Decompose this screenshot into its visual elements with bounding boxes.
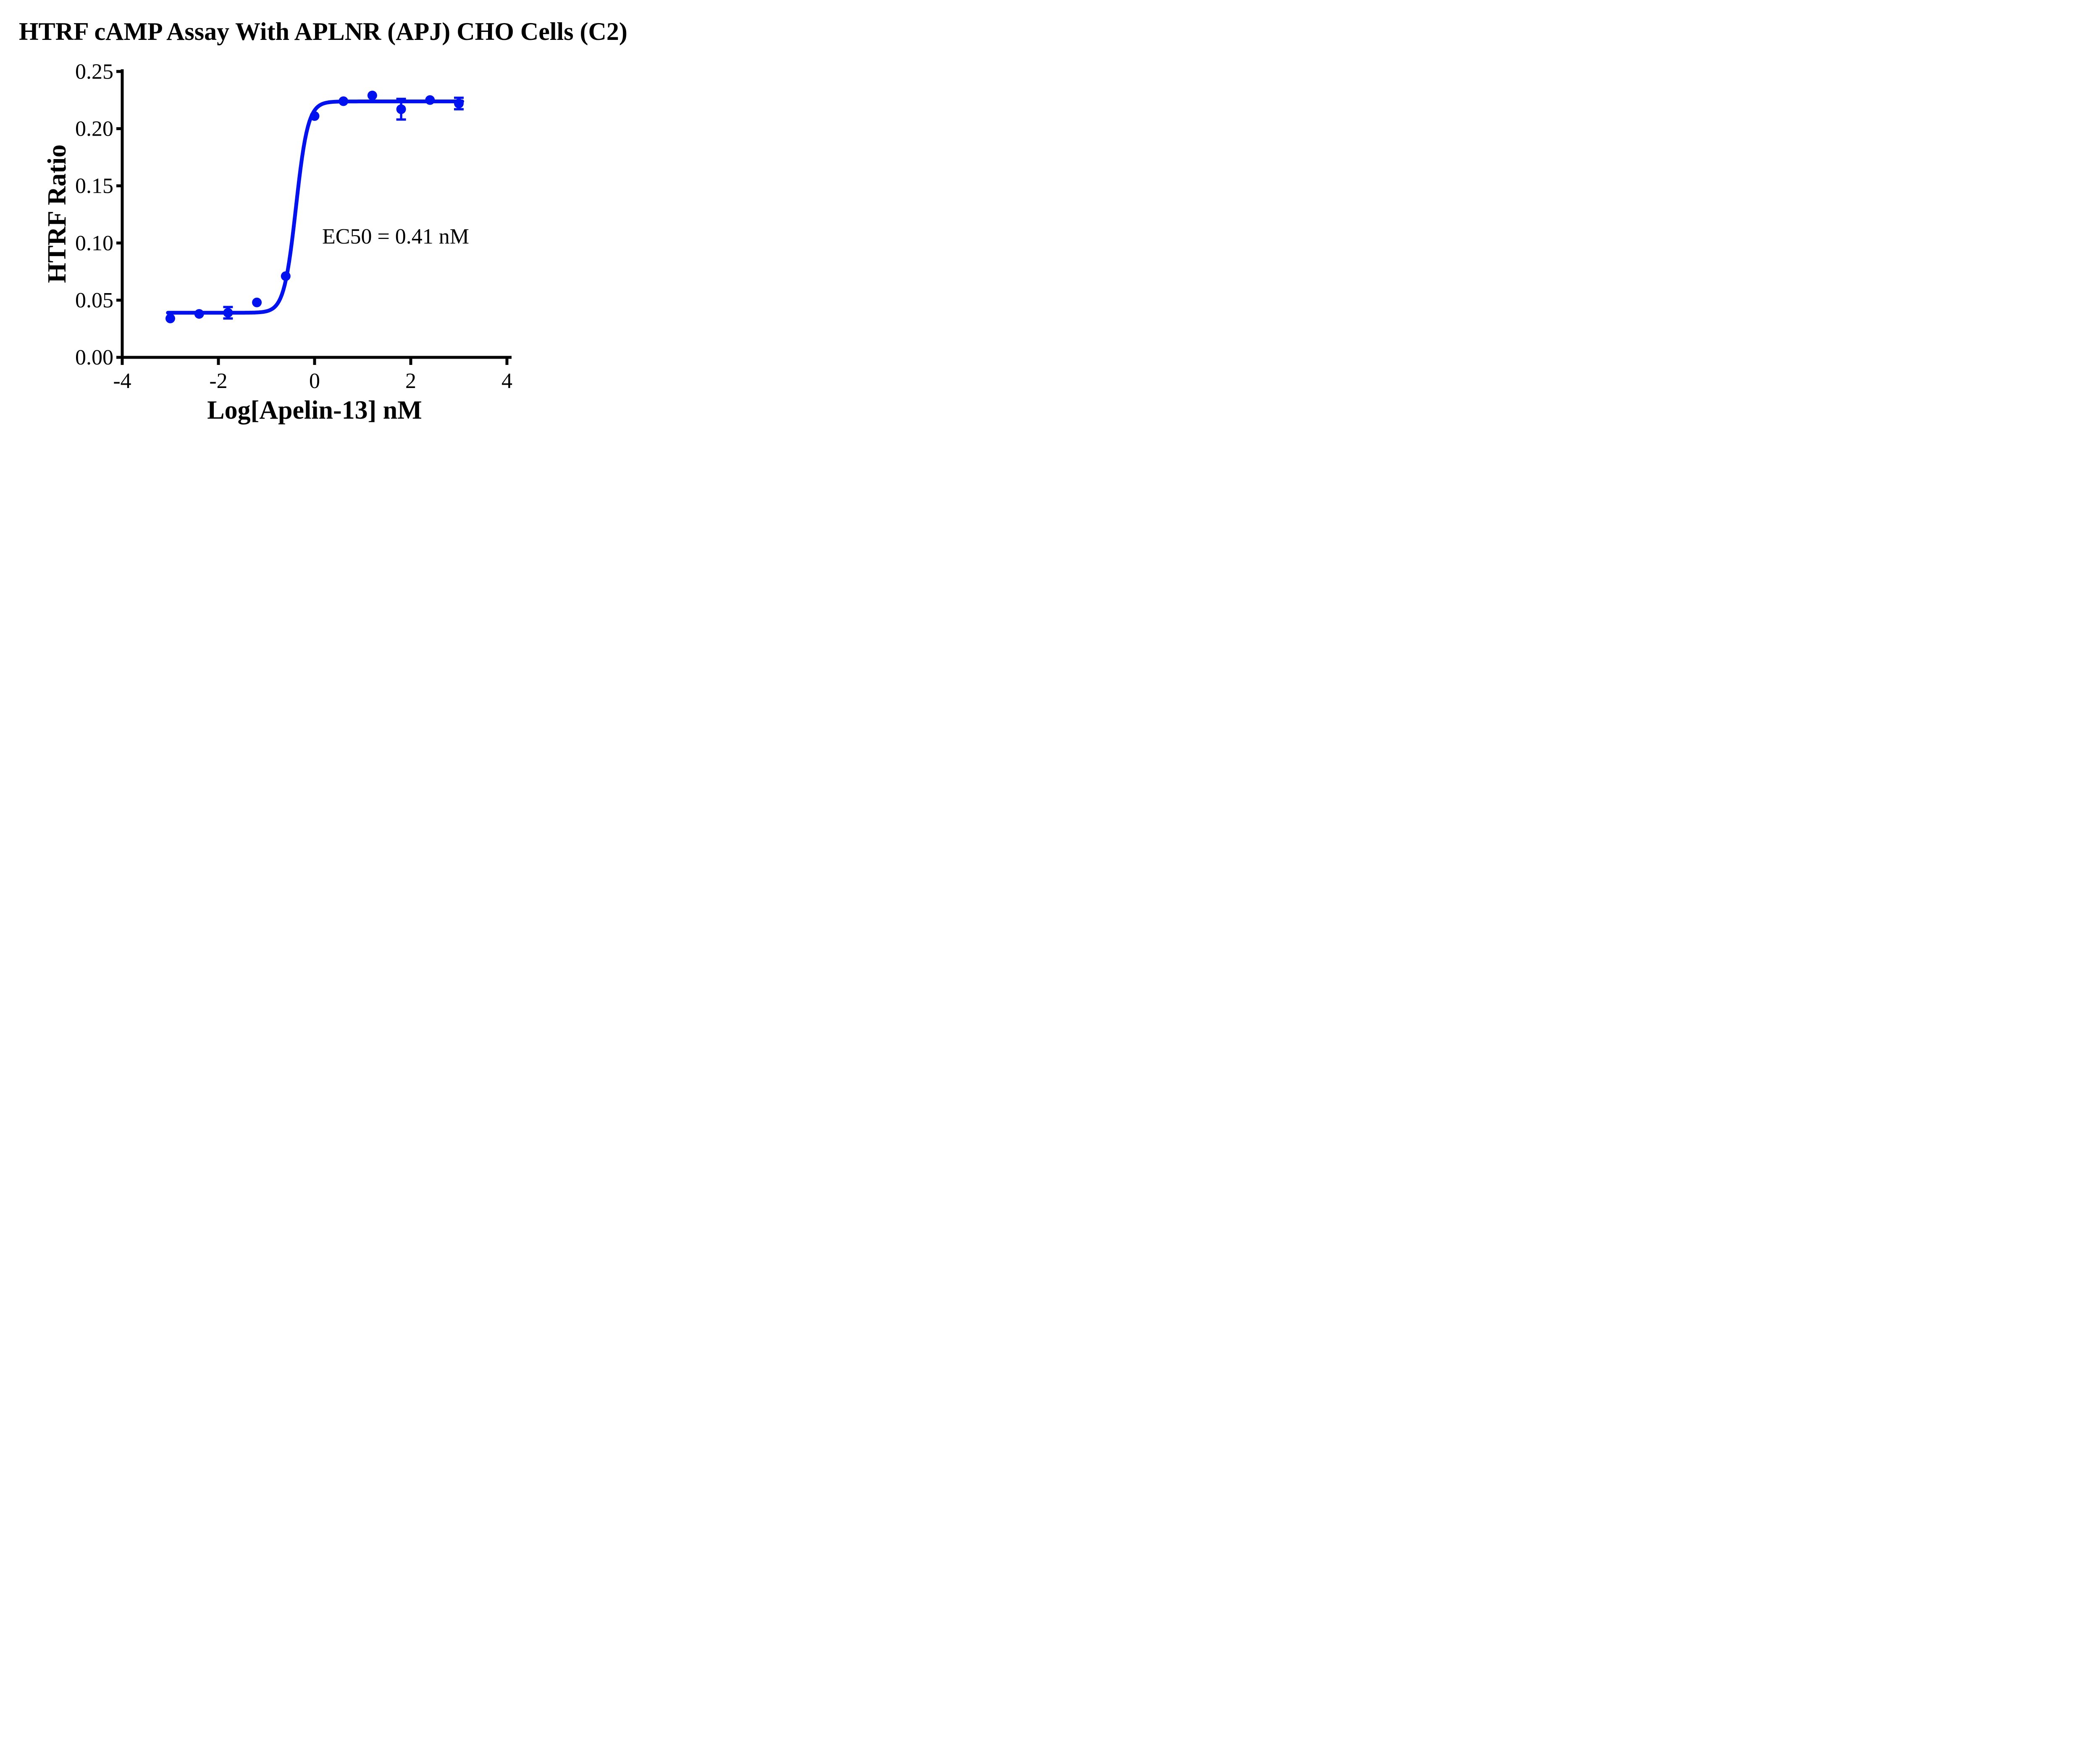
y-tick-label: 0.25 (75, 60, 113, 84)
y-tick-label: 0.05 (75, 288, 113, 312)
y-tick-label: 0.20 (75, 117, 113, 141)
data-point-marker (396, 104, 406, 114)
figure-page: HTRF cAMP Assay With APLNR (APJ) CHO Cel… (0, 0, 627, 440)
data-point-marker (194, 309, 204, 319)
data-point-marker (223, 308, 233, 318)
data-point-marker (454, 98, 464, 108)
x-tick-label: 2 (405, 369, 416, 393)
x-tick-label: -4 (113, 369, 131, 393)
data-point-marker (367, 90, 377, 100)
y-axis-label: HTRF Ratio (43, 144, 71, 283)
fit-curve (166, 100, 465, 315)
data-point-marker (425, 95, 435, 105)
y-tick-label: 0.10 (75, 231, 113, 255)
x-axis-label: Log[Apelin-13] nM (207, 396, 422, 425)
y-tick-label: 0.00 (75, 346, 113, 370)
fit-curve-group (166, 100, 465, 315)
x-tick-label: 0 (309, 369, 320, 393)
dose-response-chart: HTRF cAMP Assay With APLNR (APJ) CHO Cel… (19, 18, 627, 425)
data-point-marker (339, 96, 349, 106)
data-point-marker (165, 313, 175, 323)
data-point-marker (310, 111, 320, 121)
y-tick-label: 0.15 (75, 174, 113, 198)
x-tick-label: -2 (209, 369, 227, 393)
x-tick-label: 4 (501, 369, 512, 393)
data-point-marker (252, 297, 262, 307)
data-point-marker (281, 271, 291, 281)
chart-title: HTRF cAMP Assay With APLNR (APJ) CHO Cel… (19, 18, 627, 45)
ec50-annotation: EC50 = 0.41 nM (322, 225, 469, 249)
axes: -4 -2 0 2 4 0.00 0.05 0.10 0.15 0.20 0.25 (75, 60, 512, 393)
data-points-group (165, 90, 464, 323)
